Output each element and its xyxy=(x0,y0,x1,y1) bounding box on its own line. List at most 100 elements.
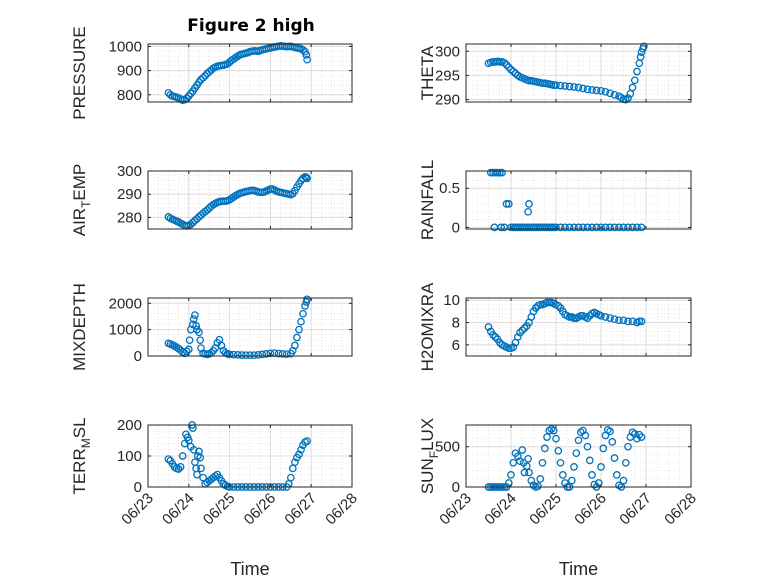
y-tick-label: 0.5 xyxy=(439,180,460,197)
data-point xyxy=(606,89,614,98)
data-point xyxy=(540,444,549,453)
data-point xyxy=(509,343,518,351)
data-point xyxy=(590,480,599,489)
y-tick-label: 500 xyxy=(435,439,460,456)
data-point xyxy=(637,223,646,232)
data-point xyxy=(583,85,592,94)
data-point xyxy=(612,471,621,479)
data-point xyxy=(610,454,619,462)
data-point xyxy=(606,314,614,322)
y-axis-label: AIRTEMP xyxy=(70,164,93,237)
data-point xyxy=(561,82,569,90)
data-point xyxy=(295,325,303,334)
data-point xyxy=(525,468,533,477)
data-point xyxy=(556,458,565,467)
data-point xyxy=(615,223,623,232)
data-point xyxy=(524,454,532,463)
data-point xyxy=(502,200,511,208)
data-point xyxy=(633,434,641,443)
data-point xyxy=(262,350,271,358)
data-point xyxy=(608,438,617,446)
y-tick-label: 1000 xyxy=(109,322,142,339)
x-tick-label: 06/27 xyxy=(281,490,320,529)
axes-box xyxy=(465,43,692,103)
data-point xyxy=(538,458,547,467)
data-point xyxy=(484,323,493,331)
data-point xyxy=(297,445,305,454)
y-tick-label: 0 xyxy=(134,479,142,496)
y-axis-label: TERRMSL xyxy=(70,417,93,494)
subplot-mixdepth: 0 1000 2000 MIXDEPTH xyxy=(70,283,353,371)
data-point xyxy=(570,83,578,91)
data-point xyxy=(536,475,545,483)
data-point xyxy=(507,471,515,479)
data-point xyxy=(195,328,203,337)
y-axis-label: H2OMIXRA xyxy=(418,282,437,371)
data-point xyxy=(282,350,291,359)
data-point xyxy=(579,223,587,232)
data-point xyxy=(176,463,185,471)
y-tick-label: 100 xyxy=(117,448,142,465)
data-point xyxy=(495,58,504,66)
data-point xyxy=(581,431,590,440)
data-point xyxy=(522,462,531,470)
data-point xyxy=(615,316,623,325)
data-point xyxy=(189,445,198,454)
data-point xyxy=(518,326,527,335)
x-tick-label: 06/25 xyxy=(200,490,239,529)
subplot-pressure: 800 900 1000 PRESSURE xyxy=(70,26,353,120)
x-tick-label: 06/26 xyxy=(571,490,610,529)
x-tick-label: 06/25 xyxy=(526,490,565,529)
data-point xyxy=(583,442,592,451)
data-point xyxy=(574,223,583,232)
data-point xyxy=(254,351,263,359)
data-point xyxy=(524,207,532,216)
data-point xyxy=(246,351,254,360)
subplot-air-temp: 280 290 300 AIRTEMP xyxy=(70,163,353,237)
data-point xyxy=(534,482,542,491)
y-tick-label: 280 xyxy=(117,209,142,226)
data-point xyxy=(570,314,578,322)
figure-title: Figure 2 high xyxy=(187,16,315,36)
data-point xyxy=(199,73,207,82)
x-tick-label: 06/24 xyxy=(159,490,198,529)
y-tick-label: 200 xyxy=(117,417,142,434)
data-point xyxy=(588,86,596,94)
y-tick-label: 6 xyxy=(452,337,460,354)
y-tick-label: 290 xyxy=(435,92,460,109)
y-tick-label: 8 xyxy=(452,315,460,332)
y-tick-label: 295 xyxy=(435,67,460,84)
data-point xyxy=(242,351,250,360)
y-tick-label: 300 xyxy=(117,163,142,180)
y-axis-label: THETA xyxy=(418,45,437,100)
data-point xyxy=(610,315,619,324)
data-point xyxy=(303,174,311,183)
x-tick-label: 06/24 xyxy=(481,490,520,529)
data-point xyxy=(489,330,497,339)
data-point xyxy=(302,51,311,59)
axes-box xyxy=(147,43,353,103)
data-point xyxy=(258,350,267,359)
data-point xyxy=(286,473,295,482)
data-point xyxy=(303,295,311,304)
y-axis-label: MIXDEPTH xyxy=(70,283,89,371)
data-point xyxy=(278,350,287,358)
data-point xyxy=(266,349,275,358)
y-tick-label: 10 xyxy=(443,292,460,309)
data-point xyxy=(628,83,637,92)
data-point xyxy=(193,470,201,479)
data-point xyxy=(493,168,502,177)
data-point xyxy=(299,174,307,183)
data-point xyxy=(570,463,578,471)
y-tick-label: 800 xyxy=(117,87,142,104)
data-point xyxy=(567,476,576,485)
data-point xyxy=(196,336,205,345)
data-point xyxy=(525,200,533,208)
data-point xyxy=(597,463,605,471)
data-point xyxy=(303,55,311,64)
data-point xyxy=(552,434,560,443)
x-tick-label: 06/26 xyxy=(241,490,280,529)
data-point xyxy=(592,223,601,232)
